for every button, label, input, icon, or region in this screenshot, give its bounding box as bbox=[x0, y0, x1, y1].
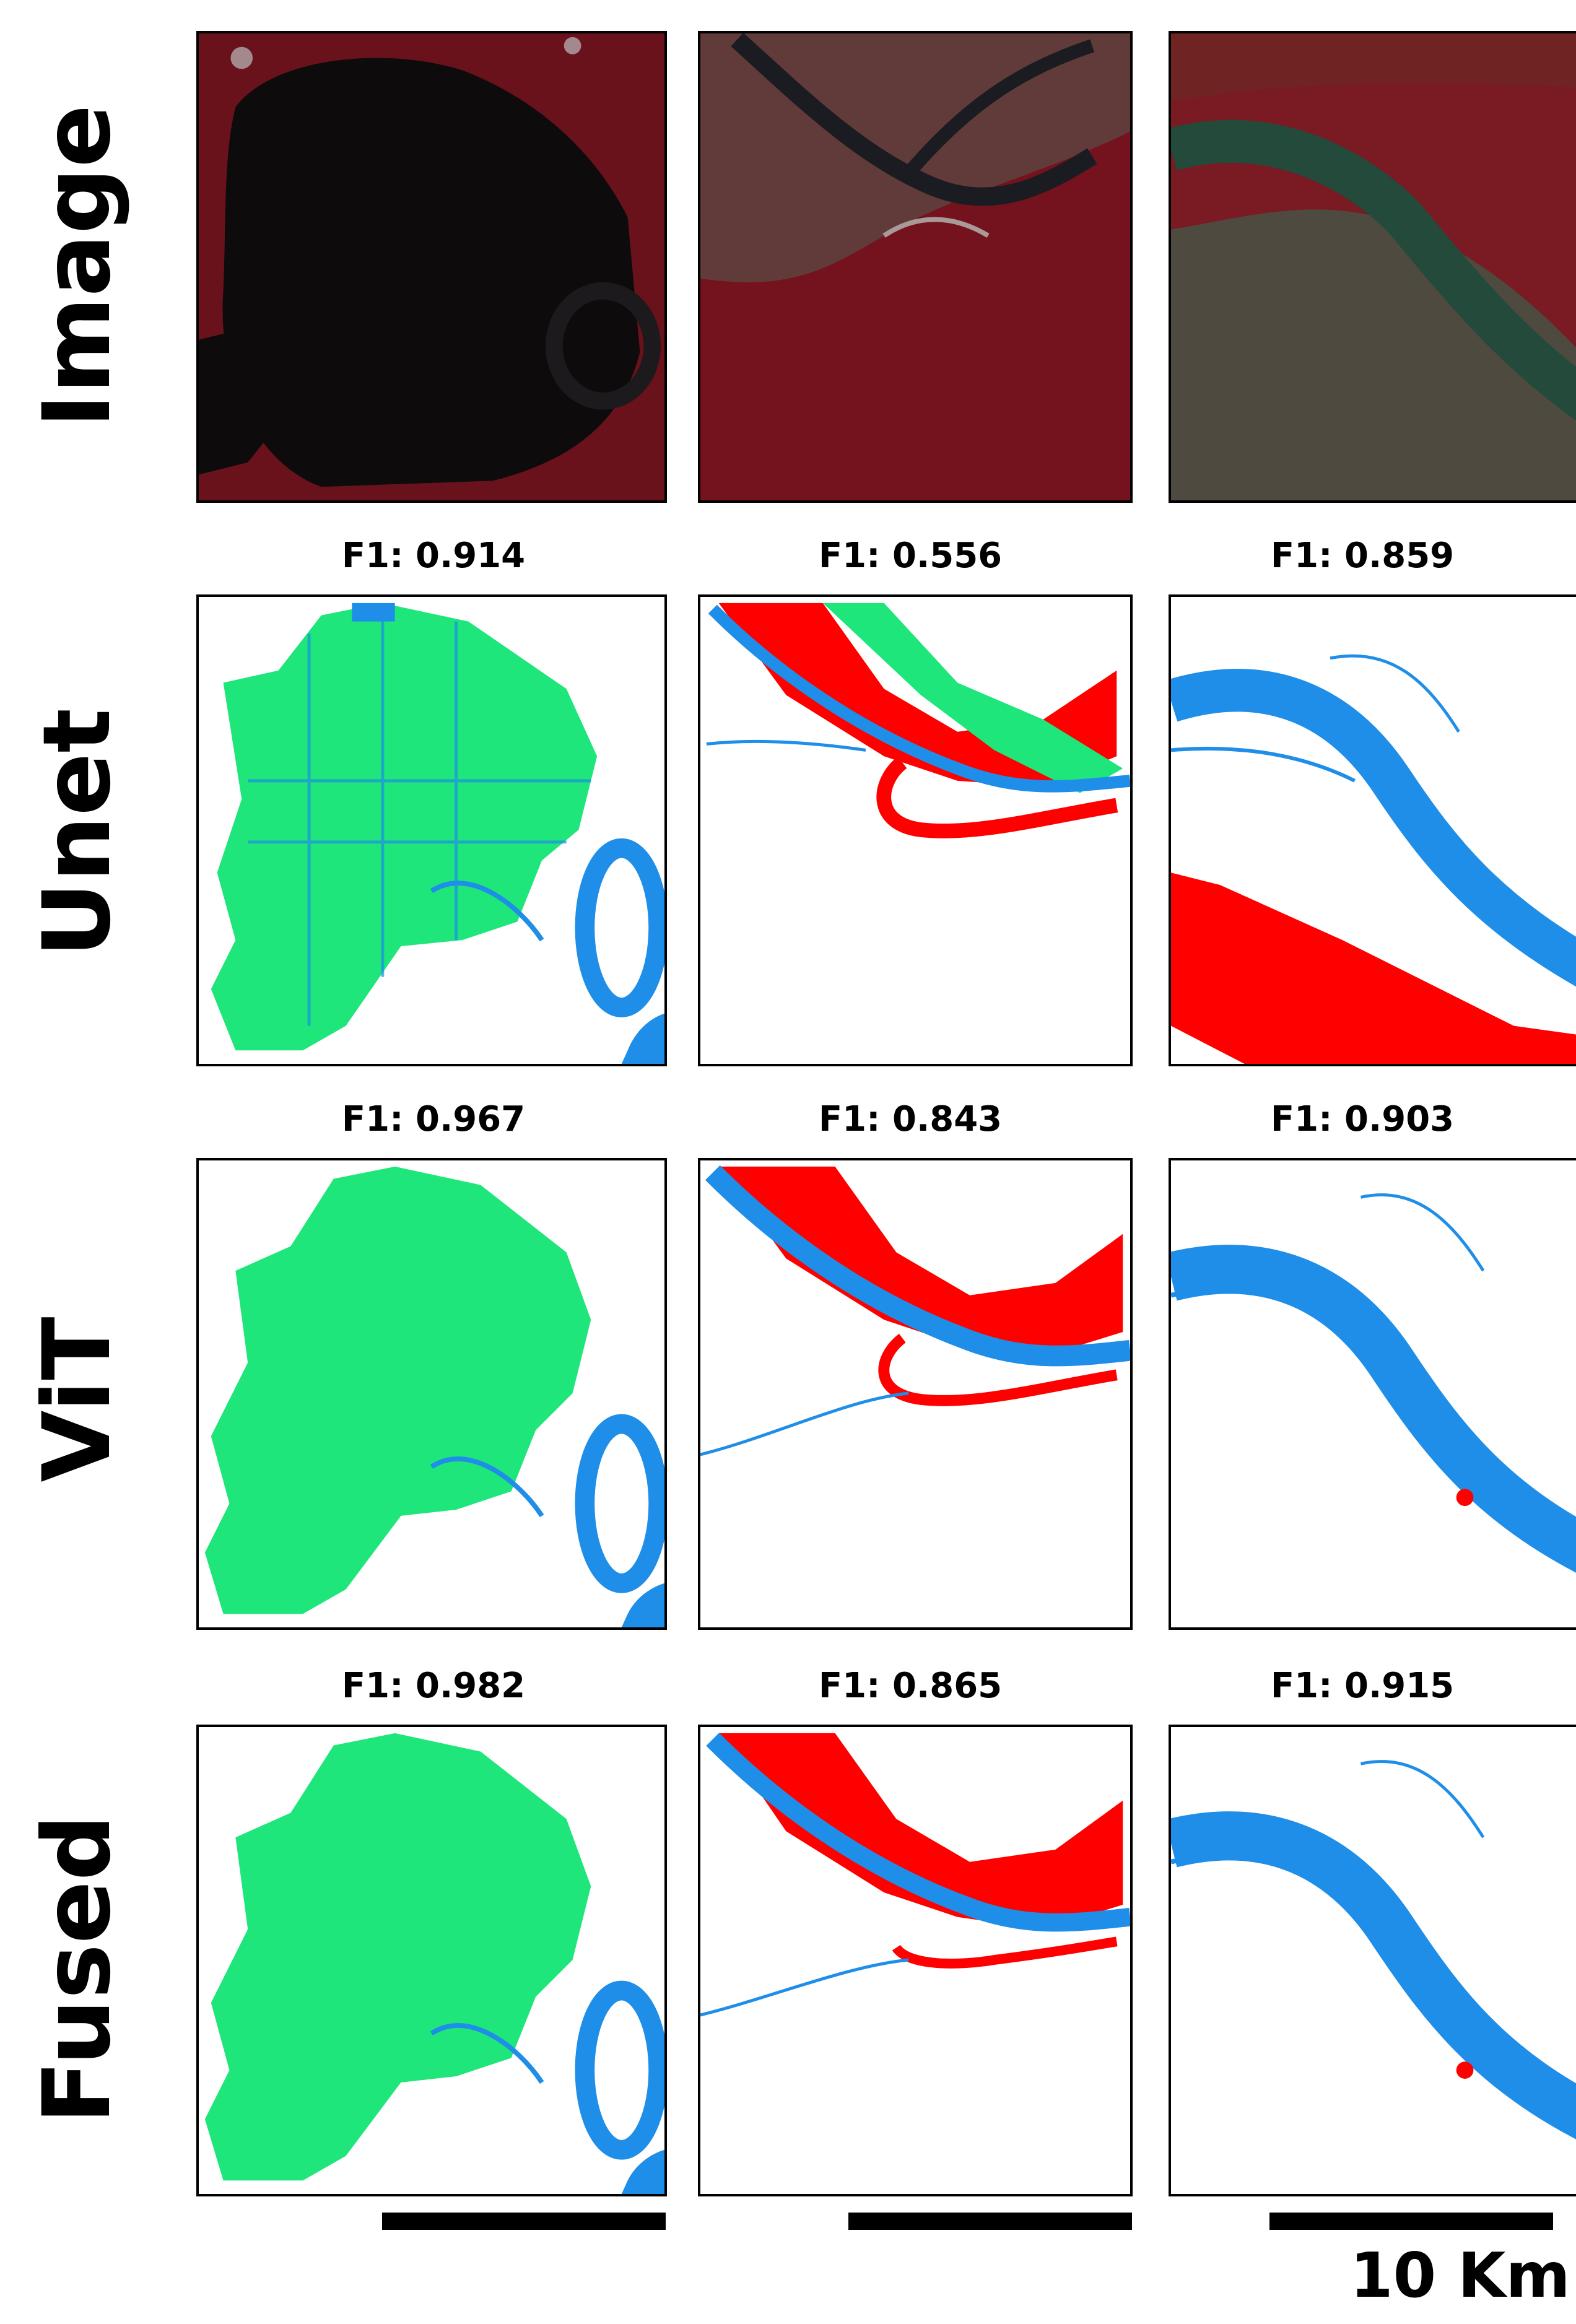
satellite-image-col3 bbox=[1169, 31, 1576, 503]
satellite-image-col2 bbox=[698, 31, 1133, 503]
f1-score-unet-col2: F1: 0.556 bbox=[818, 536, 1003, 576]
satellite-image-col1 bbox=[196, 31, 667, 503]
row-label-image: Image bbox=[24, 104, 131, 429]
f1-score-unet-col1: F1: 0.914 bbox=[341, 536, 526, 576]
segmentation-fused-col1 bbox=[196, 1725, 667, 2196]
segmentation-vit-col1 bbox=[196, 1158, 667, 1630]
row-label-unet: Unet bbox=[24, 708, 131, 958]
segmentation-unet-col2 bbox=[698, 594, 1133, 1066]
segmentation-unet-col3 bbox=[1169, 594, 1576, 1066]
f1-score-fused-col3: F1: 0.915 bbox=[1270, 1666, 1455, 1706]
scale-bar-col3 bbox=[1269, 2213, 1553, 2230]
segmentation-vit-col2 bbox=[698, 1158, 1133, 1630]
f1-score-unet-col3: F1: 0.859 bbox=[1270, 536, 1455, 576]
f1-score-vit-col1: F1: 0.967 bbox=[341, 1099, 526, 1139]
row-label-fused: Fused bbox=[24, 1814, 131, 2125]
scale-label: 10 Km bbox=[1350, 2239, 1570, 2312]
segmentation-unet-col1 bbox=[196, 594, 667, 1066]
row-label-vit: ViT bbox=[24, 1316, 131, 1482]
f1-score-fused-col2: F1: 0.865 bbox=[818, 1666, 1003, 1706]
segmentation-fused-col3 bbox=[1169, 1725, 1576, 2196]
segmentation-vit-col3 bbox=[1169, 1158, 1576, 1630]
segmentation-fused-col2 bbox=[698, 1725, 1133, 2196]
f1-score-vit-col3: F1: 0.903 bbox=[1270, 1099, 1455, 1139]
f1-score-fused-col1: F1: 0.982 bbox=[341, 1666, 526, 1706]
scale-bar-col1 bbox=[382, 2213, 666, 2230]
scale-bar-col2 bbox=[848, 2213, 1132, 2230]
f1-score-vit-col2: F1: 0.843 bbox=[818, 1099, 1003, 1139]
